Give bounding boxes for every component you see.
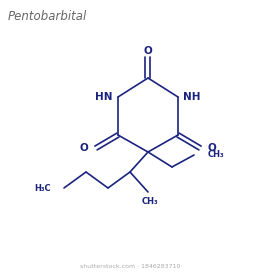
Text: Pentobarbital: Pentobarbital	[8, 10, 87, 22]
Text: O: O	[79, 143, 88, 153]
Text: H₃C: H₃C	[34, 183, 51, 193]
Text: O: O	[208, 143, 217, 153]
Text: NH: NH	[183, 92, 200, 102]
Text: HN: HN	[95, 92, 113, 102]
Text: O: O	[144, 46, 152, 56]
Text: shutterstock.com · 1846283710: shutterstock.com · 1846283710	[80, 265, 180, 269]
Text: CH₃: CH₃	[208, 150, 225, 158]
Text: CH₃: CH₃	[142, 197, 158, 207]
